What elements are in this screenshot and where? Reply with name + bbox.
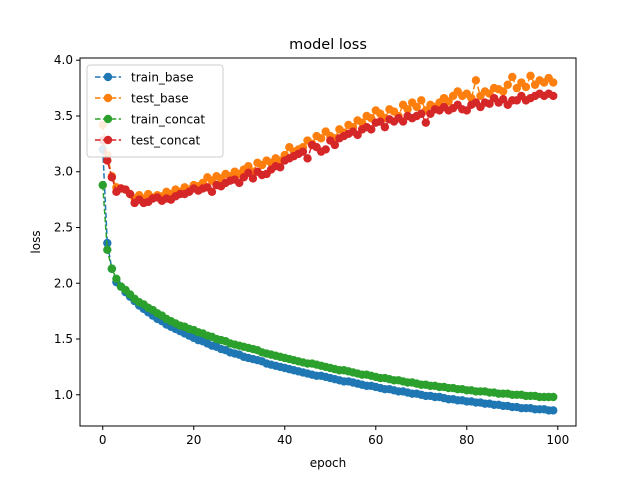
point-test_concat — [276, 163, 285, 172]
point-test_concat — [298, 147, 308, 156]
legend: train_base test_base train_concat test_conc… — [86, 64, 224, 158]
point-test_concat — [244, 168, 253, 178]
x-tick-label: 100 — [546, 433, 569, 447]
point-train_base — [549, 406, 558, 415]
point-test_concat — [380, 122, 390, 132]
x-tick-label: 80 — [459, 433, 474, 447]
legend-label: train_concat — [131, 113, 205, 127]
point-test_concat — [107, 173, 117, 182]
x-tick-label: 0 — [99, 433, 107, 447]
point-test_concat — [398, 117, 408, 126]
point-test_base — [412, 102, 421, 112]
legend-marker — [103, 135, 113, 145]
y-tick-label: 2.5 — [54, 221, 73, 235]
x-axis-label: epoch — [310, 456, 347, 470]
legend-label: test_base — [131, 92, 189, 106]
y-tick-label: 1.0 — [54, 388, 73, 402]
point-test_concat — [421, 118, 431, 127]
legend-item-train_concat: train_concat — [95, 113, 205, 127]
point-test_base — [498, 87, 508, 96]
point-test_base — [417, 96, 426, 105]
point-test_base — [471, 76, 481, 85]
legend-item-test_base: test_base — [95, 92, 189, 106]
point-test_base — [508, 72, 517, 82]
point-train_concat — [112, 274, 121, 283]
legend-marker — [103, 93, 113, 103]
point-train_concat — [107, 264, 117, 273]
x-tick-label: 40 — [277, 433, 292, 447]
point-test_concat — [498, 95, 508, 104]
series-layer — [98, 71, 558, 415]
series-train_concat — [98, 180, 558, 402]
point-test_concat — [485, 99, 494, 108]
chart-title: model loss — [289, 37, 367, 53]
y-tick-label: 3.5 — [54, 109, 73, 123]
legend-label: train_base — [131, 71, 194, 85]
point-test_base — [549, 78, 558, 87]
point-test_concat — [125, 189, 135, 199]
plot-frame — [79, 57, 577, 427]
series-test_concat — [98, 89, 558, 208]
y-tick-label: 1.5 — [54, 332, 73, 346]
point-test_base — [244, 161, 253, 171]
point-test_concat — [376, 117, 385, 126]
point-test_concat — [235, 178, 244, 188]
point-test_base — [526, 71, 535, 81]
series-train_base — [98, 145, 558, 415]
legend-marker — [103, 72, 113, 82]
y-axis: 1.0 1.5 2.0 2.5 3.0 3.5 4.0 — [54, 53, 80, 402]
point-test_concat — [330, 140, 340, 150]
point-test_concat — [549, 91, 558, 101]
point-test_concat — [321, 145, 330, 154]
point-test_base — [444, 97, 453, 106]
legend-marker — [103, 114, 113, 124]
point-test_base — [521, 82, 531, 92]
point-test_base — [316, 134, 326, 143]
point-test_base — [403, 105, 412, 114]
x-axis: 0 20 40 60 80 100 — [99, 426, 569, 447]
point-train_concat — [98, 180, 107, 190]
point-test_concat — [353, 130, 362, 140]
point-test_concat — [462, 106, 471, 115]
point-test_concat — [103, 156, 112, 165]
y-tick-label: 4.0 — [54, 53, 73, 67]
y-axis-label: loss — [29, 230, 43, 253]
legend-item-test_concat: test_concat — [95, 134, 201, 148]
point-test_base — [512, 83, 522, 93]
point-test_base — [503, 80, 512, 89]
legend-box — [86, 64, 224, 158]
point-test_concat — [367, 125, 376, 134]
point-test_concat — [417, 109, 426, 118]
y-tick-label: 3.0 — [54, 165, 73, 179]
legend-label: test_concat — [131, 134, 201, 148]
legend-item-train_base: train_base — [95, 71, 194, 85]
point-train_concat — [549, 392, 558, 402]
point-test_concat — [303, 154, 312, 163]
point-test_concat — [207, 187, 217, 197]
x-tick-label: 20 — [186, 433, 201, 447]
point-test_concat — [248, 174, 258, 183]
point-train_concat — [103, 245, 112, 255]
x-tick-label: 60 — [368, 433, 383, 447]
y-tick-label: 2.0 — [54, 276, 73, 290]
